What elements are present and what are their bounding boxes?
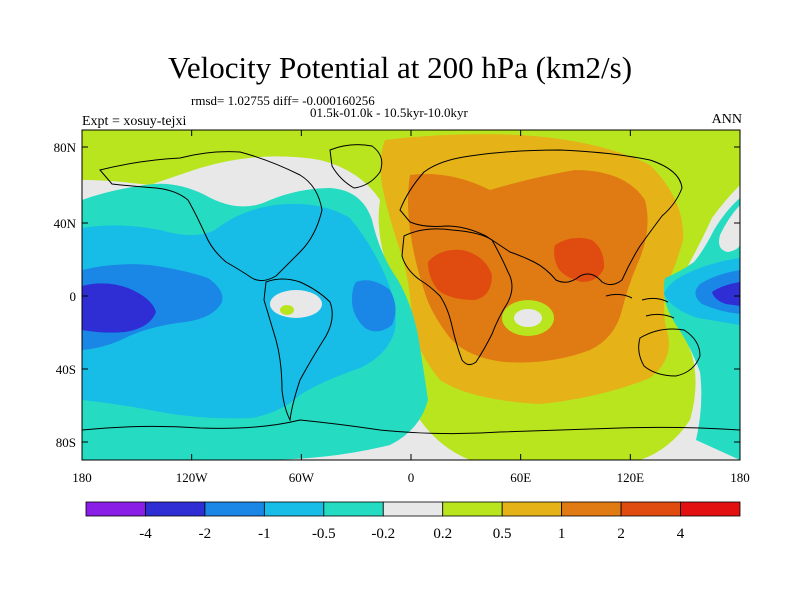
colorbar-swatch [323,501,384,517]
latitude-labels: 80N 40N 0 40S 80S [54,140,77,450]
colorbar-label: -0.5 [312,526,336,542]
coastline-indonesia [605,293,675,319]
rmsd-diff-stats: rmsd= 1.02755 diff= -0.000160256 [191,93,375,108]
map-title: Velocity Potential at 200 hPa (km2/s) [167,50,633,85]
contour-neutral-north-pacific [719,205,740,252]
colorbar-swatch [680,501,741,517]
colorbar-swatch [442,501,503,517]
contour-negative-weak [82,203,396,419]
season-label: ANN [711,112,742,127]
longitude-labels: 180 120W 60W 0 60E 120E 180 [72,470,750,485]
colorbar-label: 0.2 [433,526,452,542]
coastline-australia [638,328,701,377]
lon-label: 180 [730,470,750,485]
lon-label: 60E [510,470,531,485]
colorbar-label: -0.2 [371,526,395,542]
contour-field [82,130,740,460]
coastlines [81,144,741,435]
colorbar-label: -4 [139,526,152,542]
colorbar-swatch [263,501,325,517]
colorbar-swatch [85,501,146,517]
colorbar-label: -1 [258,526,271,542]
contour-negative-strong-west-pacific [712,282,740,306]
lon-label: 120E [617,470,645,485]
lat-label: 40N [54,216,77,231]
colorbar-swatch [501,501,563,517]
contour-neutral-hole [514,309,542,327]
colorbar-labels: -4 -2 -1 -0.5 -0.2 0.2 0.5 1 2 4 [139,526,685,542]
contour-positive-mid [408,170,648,363]
lon-label: 180 [72,470,92,485]
coastline-greenland [329,144,383,189]
coastline-north-america [99,151,323,282]
lat-label: 80N [54,140,77,155]
coastline-south-america [263,278,333,422]
colorbar-swatch [561,501,622,517]
lon-label: 120W [176,470,209,485]
experiment-label: Expt = xosuy-tejxi [82,114,187,129]
colorbar-label: 0.5 [493,526,512,542]
contour-neutral-amazon [270,290,322,318]
axis-ticks [81,130,741,460]
coastline-eurasia [399,149,683,286]
contour-negative-strong-pacific [82,283,156,333]
period-difference-label: 01.5k-01.0k - 10.5kyr-10.0kyr [310,105,468,120]
lat-label: 80S [56,435,76,450]
colorbar [85,501,741,517]
colorbar-swatch [382,501,444,517]
contour-positive-amazon [280,305,294,315]
colorbar-swatch [145,501,206,517]
colorbar-swatch [620,501,681,517]
lon-label: 60W [289,470,315,485]
lat-label: 40S [56,362,76,377]
lat-label: 0 [70,289,77,304]
lon-label: 0 [408,470,415,485]
coastline-antarctica [81,419,741,435]
colorbar-label: 4 [677,526,685,542]
colorbar-label: -2 [199,526,212,542]
colorbar-swatch [204,501,265,517]
colorbar-label: 2 [617,526,625,542]
colorbar-label: 1 [558,526,566,542]
contour-negative-mid-atlantic [352,280,396,332]
contour-positive-strong-asia [554,237,605,282]
contour-positive-strong-africa [428,249,492,300]
